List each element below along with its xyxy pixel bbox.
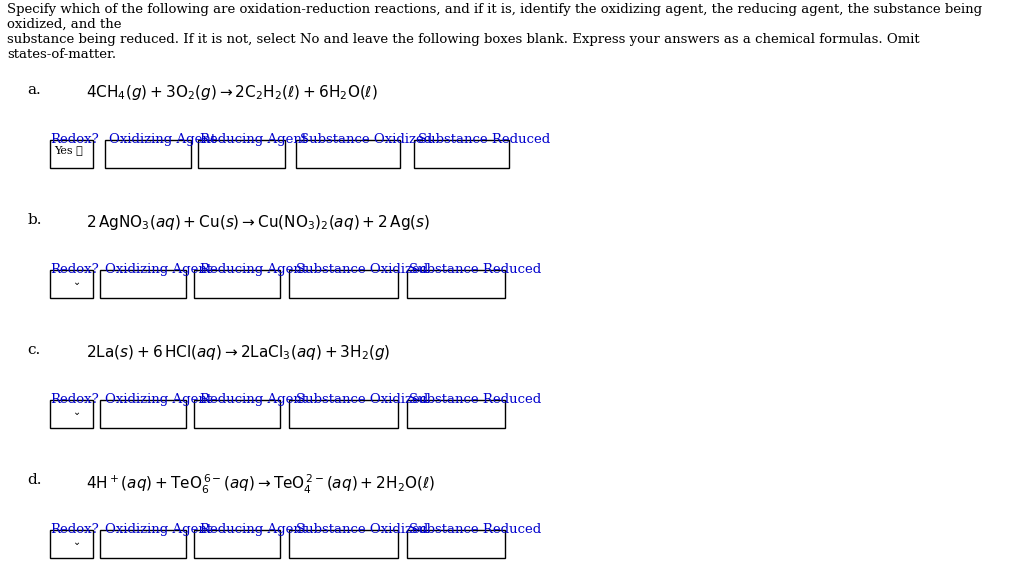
Text: Oxidizing Agent: Oxidizing Agent: [109, 133, 216, 146]
Text: Substance Oxidized: Substance Oxidized: [296, 523, 428, 536]
Text: Reducing Agent: Reducing Agent: [200, 133, 308, 146]
Bar: [199, 140, 284, 168]
Bar: [194, 530, 280, 558]
Text: b.: b.: [28, 213, 42, 227]
Text: c.: c.: [28, 343, 41, 357]
Bar: [100, 400, 186, 428]
Bar: [296, 140, 400, 168]
Text: Substance Reduced: Substance Reduced: [410, 263, 541, 276]
Text: Substance Oxidized: Substance Oxidized: [296, 263, 428, 276]
Text: Substance Reduced: Substance Reduced: [419, 133, 550, 146]
Text: $2\,\mathrm{AgNO}_3(aq) + \mathrm{Cu}(s) \rightarrow \mathrm{Cu(NO_3)_2}(aq) + 2: $2\,\mathrm{AgNO}_3(aq) + \mathrm{Cu}(s)…: [87, 213, 431, 232]
Text: Oxidizing Agent: Oxidizing Agent: [105, 263, 212, 276]
Bar: [407, 400, 504, 428]
Text: Reducing Agent: Reducing Agent: [200, 393, 308, 406]
Bar: [100, 530, 186, 558]
Text: Reducing Agent: Reducing Agent: [200, 263, 308, 276]
Bar: [100, 270, 186, 298]
Bar: [194, 400, 280, 428]
Bar: [289, 270, 398, 298]
Text: Redox?: Redox?: [50, 523, 99, 536]
Bar: [50, 400, 93, 428]
Bar: [289, 530, 398, 558]
Text: Redox?: Redox?: [50, 393, 99, 406]
Text: ⌄: ⌄: [72, 407, 81, 417]
Text: Oxidizing Agent: Oxidizing Agent: [105, 523, 212, 536]
Text: ⌄: ⌄: [72, 277, 81, 287]
Bar: [50, 530, 93, 558]
Bar: [407, 270, 504, 298]
Text: Specify which of the following are oxidation-reduction reactions, and if it is, : Specify which of the following are oxida…: [7, 3, 982, 61]
Bar: [407, 530, 504, 558]
Text: $4\mathrm{H}^+(aq) + \mathrm{TeO}_6^{\,6-}(aq) \rightarrow \mathrm{TeO}_4^{\,2-}: $4\mathrm{H}^+(aq) + \mathrm{TeO}_6^{\,6…: [87, 473, 435, 496]
Text: $2\mathrm{La}(s) + 6\,\mathrm{HCl}(aq) \rightarrow 2\mathrm{LaCl}_3(aq) + 3\math: $2\mathrm{La}(s) + 6\,\mathrm{HCl}(aq) \…: [87, 343, 391, 362]
Text: ⌄: ⌄: [72, 537, 81, 547]
Text: Redox?: Redox?: [50, 133, 99, 146]
Text: $4\mathrm{CH}_4(g) + 3\mathrm{O}_2(g) \rightarrow 2\mathrm{C}_2\mathrm{H}_2(\ell: $4\mathrm{CH}_4(g) + 3\mathrm{O}_2(g) \r…: [87, 83, 378, 102]
Text: Redox?: Redox?: [50, 263, 99, 276]
Bar: [289, 400, 398, 428]
Text: Substance Oxidized: Substance Oxidized: [296, 393, 428, 406]
Bar: [105, 140, 191, 168]
Text: Yes ⌄: Yes ⌄: [55, 145, 84, 155]
Text: d.: d.: [28, 473, 42, 487]
Text: Oxidizing Agent: Oxidizing Agent: [105, 393, 212, 406]
Bar: [194, 270, 280, 298]
Text: Reducing Agent: Reducing Agent: [200, 523, 308, 536]
Text: Substance Reduced: Substance Reduced: [410, 523, 541, 536]
Text: Substance Oxidized: Substance Oxidized: [301, 133, 432, 146]
Bar: [414, 140, 510, 168]
Text: Substance Reduced: Substance Reduced: [410, 393, 541, 406]
Bar: [50, 140, 93, 168]
Text: a.: a.: [28, 83, 41, 97]
Bar: [50, 270, 93, 298]
